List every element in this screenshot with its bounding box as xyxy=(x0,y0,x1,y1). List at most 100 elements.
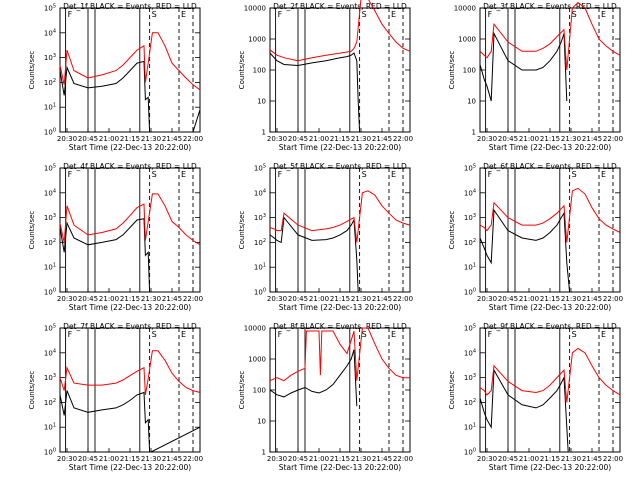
x-tick-label: 21:15 xyxy=(540,295,560,303)
x-tick-label: 20:45 xyxy=(78,295,98,303)
marker-label: E xyxy=(181,170,186,179)
y-tick-label: 102 xyxy=(254,238,266,247)
series-line-events xyxy=(479,208,571,293)
y-axis-label: Counts/sec xyxy=(28,371,36,410)
x-tick-label: 22:00 xyxy=(393,295,413,303)
x-axis-label: Start Time (22-Dec-13 20:22:00) xyxy=(489,463,611,472)
x-tick-label: 21:00 xyxy=(99,135,119,143)
x-tick-label: 20:30 xyxy=(267,295,287,303)
chart-title: Det_8f BLACK = Events, RED = LLD xyxy=(273,322,407,331)
marker-label: S xyxy=(362,170,367,179)
x-tick-label: 20:45 xyxy=(78,135,98,143)
y-tick-label: 103 xyxy=(464,213,476,222)
y-tick-label: 100 xyxy=(254,288,266,297)
x-tick-label: 21:30 xyxy=(141,455,161,463)
x-tick-label: 22:00 xyxy=(603,295,623,303)
x-tick-label: 21:45 xyxy=(372,295,392,303)
x-tick-label: 20:30 xyxy=(57,295,77,303)
y-tick-label: 103 xyxy=(44,373,56,382)
x-tick-label: 21:15 xyxy=(540,455,560,463)
x-tick-label: 20:45 xyxy=(288,455,308,463)
y-tick-label: 1 xyxy=(262,449,266,457)
x-tick-label: 21:30 xyxy=(351,455,371,463)
x-tick-label: 22:00 xyxy=(183,295,203,303)
y-tick-label: 102 xyxy=(44,398,56,407)
y-tick-label: 105 xyxy=(464,164,476,173)
y-axis-label: Counts/sec xyxy=(238,51,246,90)
marker-label: S xyxy=(152,10,157,19)
y-axis-label: Counts/sec xyxy=(28,211,36,250)
y-axis-label: Counts/sec xyxy=(28,51,36,90)
marker-label: E xyxy=(601,330,606,339)
marker-label: F xyxy=(488,170,493,179)
chart-title: Det_6f BLACK = Events, RED = LLD xyxy=(483,162,617,171)
y-tick-label: 104 xyxy=(464,188,476,197)
y-tick-label: 103 xyxy=(44,213,56,222)
y-tick-label: 102 xyxy=(464,238,476,247)
chart-title: Det_3f BLACK = Events, RED = LLD xyxy=(483,2,617,11)
marker-label: E xyxy=(391,330,396,339)
marker-label: S xyxy=(362,10,367,19)
x-tick-label: 21:30 xyxy=(141,135,161,143)
marker-label: S xyxy=(572,170,577,179)
y-tick-label: 105 xyxy=(44,324,56,333)
chart-title: Det_7f BLACK = Events, RED = LLD xyxy=(63,322,197,331)
series-line-events xyxy=(479,31,568,102)
y-axis-label: Counts/sec xyxy=(448,371,456,410)
x-tick-label: 20:30 xyxy=(57,455,77,463)
x-tick-label: 20:30 xyxy=(477,135,497,143)
x-tick-label: 20:30 xyxy=(267,455,287,463)
y-tick-label: 102 xyxy=(44,78,56,87)
x-tick-label: 20:45 xyxy=(288,135,308,143)
x-tick-label: 21:45 xyxy=(162,455,182,463)
x-tick-label: 21:00 xyxy=(309,295,329,303)
series-line-events xyxy=(59,390,201,453)
y-tick-label: 1000 xyxy=(248,356,266,364)
y-tick-label: 10 xyxy=(467,98,476,106)
x-tick-label: 21:45 xyxy=(162,135,182,143)
series-line-lld xyxy=(479,187,621,243)
y-tick-label: 105 xyxy=(44,4,56,13)
x-tick-label: 21:30 xyxy=(351,135,371,143)
marker-label: F xyxy=(278,10,283,19)
x-axis-label: Start Time (22-Dec-13 20:22:00) xyxy=(69,143,191,152)
y-tick-label: 101 xyxy=(44,263,56,272)
y-tick-label: 100 xyxy=(253,67,266,75)
marker-label: F xyxy=(68,10,73,19)
x-tick-label: 22:00 xyxy=(603,455,623,463)
y-tick-label: 105 xyxy=(464,324,476,333)
chart-title: Det_2f BLACK = Events, RED = LLD xyxy=(273,2,407,11)
y-tick-label: 104 xyxy=(254,188,266,197)
y-tick-label: 101 xyxy=(44,423,56,432)
y-axis-label: Counts/sec xyxy=(238,211,246,250)
x-tick-label: 21:30 xyxy=(561,455,581,463)
x-tick-label: 21:00 xyxy=(519,135,539,143)
x-tick-label: 20:45 xyxy=(498,455,518,463)
y-tick-label: 103 xyxy=(44,53,56,62)
chart-title: Det_5f BLACK = Events, RED = LLD xyxy=(273,162,407,171)
y-tick-label: 1 xyxy=(472,129,476,137)
x-tick-label: 21:00 xyxy=(309,455,329,463)
x-tick-label: 21:30 xyxy=(561,295,581,303)
y-tick-label: 102 xyxy=(44,238,56,247)
y-tick-label: 100 xyxy=(44,288,56,297)
x-tick-label: 22:00 xyxy=(603,135,623,143)
x-tick-label: 21:45 xyxy=(372,455,392,463)
x-axis-label: Start Time (22-Dec-13 20:22:00) xyxy=(279,143,401,152)
x-tick-label: 21:30 xyxy=(351,295,371,303)
marker-label: S xyxy=(572,10,577,19)
series-line-events xyxy=(59,218,151,293)
y-tick-label: 100 xyxy=(464,288,476,297)
marker-label: F xyxy=(68,170,73,179)
series-line-lld xyxy=(59,193,201,246)
series-line-events xyxy=(269,216,359,293)
x-tick-label: 21:00 xyxy=(519,295,539,303)
y-tick-label: 101 xyxy=(464,423,476,432)
marker-label: F xyxy=(488,10,493,19)
